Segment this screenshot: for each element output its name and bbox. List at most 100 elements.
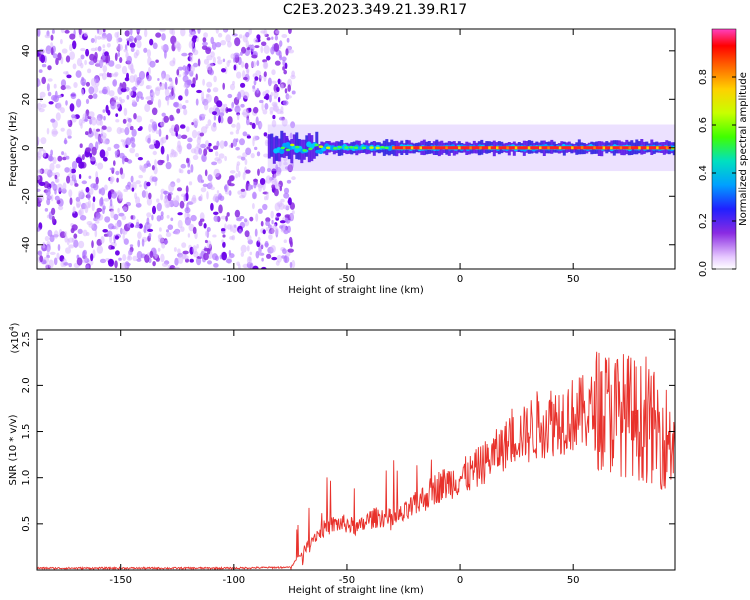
heatmap-cell (215, 42, 222, 48)
heatmap-cell (164, 87, 170, 97)
heatmap-cell (80, 122, 83, 129)
heatmap-cell (120, 139, 125, 143)
heatmap-cell (252, 88, 256, 93)
heatmap-cell (87, 68, 92, 74)
heatmap-cell (288, 236, 293, 245)
heatmap-cell (86, 221, 93, 226)
heatmap-cell (174, 257, 179, 266)
heatmap-cell (48, 259, 54, 269)
heatmap-cell (53, 95, 59, 103)
y-tick-label: -40 (21, 237, 32, 253)
heatmap-cell (82, 229, 88, 237)
heatmap-cell (204, 169, 208, 177)
heatmap-cell (51, 182, 54, 189)
heatmap-cell (55, 164, 61, 169)
heatmap-cell (114, 32, 118, 38)
heatmap-cell (67, 119, 71, 125)
x-tick-label: 0 (457, 274, 463, 285)
heatmap-cell (47, 155, 54, 162)
heatmap-cell (273, 188, 279, 197)
heatmap-cell (106, 33, 113, 42)
heatmap-cell (266, 253, 272, 259)
heatmap-cell (284, 214, 291, 219)
heatmap-cell (75, 200, 82, 208)
heatmap-cell (151, 107, 158, 116)
signal-peak-cell (349, 146, 354, 149)
heatmap-cell (148, 144, 156, 150)
heatmap-cell (186, 157, 190, 164)
heatmap-cell (221, 228, 226, 232)
heatmap-cell (148, 192, 152, 200)
heatmap-cell (138, 70, 146, 80)
heatmap-cell (130, 215, 134, 220)
heatmap-cell (212, 234, 217, 238)
heatmap-cell (289, 261, 293, 269)
heatmap-cell (175, 195, 180, 203)
heatmap-cell (175, 131, 178, 137)
heatmap-cell (279, 220, 286, 224)
heatmap-cell (72, 63, 77, 70)
y-tick-label: -20 (21, 188, 32, 204)
heatmap-cell (114, 222, 119, 230)
heatmap-cell (40, 137, 47, 145)
heatmap-cell (103, 115, 106, 121)
heatmap-cell (146, 160, 151, 167)
heatmap-cell (204, 230, 210, 237)
heatmap-cell (107, 190, 112, 200)
signal-peak-cell (280, 146, 285, 150)
heatmap-cell (223, 103, 228, 108)
heatmap-cell (85, 131, 89, 136)
heatmap-cell (235, 173, 239, 179)
heatmap-cell (69, 33, 76, 40)
heatmap-cell (110, 209, 115, 219)
heatmap-cell (61, 48, 68, 54)
heatmap-cell (200, 126, 208, 134)
heatmap-cell (118, 257, 122, 261)
heatmap-cell (192, 49, 199, 56)
heatmap-cell (265, 217, 271, 223)
heatmap-cell (273, 90, 279, 98)
heatmap-cell (221, 68, 226, 73)
heatmap-cell (37, 29, 41, 37)
heatmap-cell (229, 83, 236, 91)
heatmap-cell (136, 29, 141, 32)
heatmap-cell (63, 152, 67, 158)
heatmap-cell (160, 145, 165, 155)
heatmap-cell (90, 253, 94, 262)
heatmap-cell (80, 189, 84, 196)
heatmap-cell (183, 194, 187, 202)
heatmap-cell (270, 245, 276, 253)
heatmap-cell (249, 251, 253, 256)
heatmap-cell (81, 88, 85, 96)
heatmap-cell (116, 36, 120, 44)
signal-max-cell (479, 146, 482, 150)
heatmap-cell (162, 44, 169, 53)
heatmap-cell (205, 140, 209, 147)
heatmap-cell (104, 216, 111, 223)
heatmap-cell (135, 35, 142, 41)
heatmap-cell (78, 209, 82, 216)
heatmap-cell (218, 204, 223, 214)
heatmap-cell (90, 38, 95, 43)
heatmap-cell (180, 163, 187, 169)
heatmap-cell (260, 45, 264, 54)
heatmap-cell (212, 56, 216, 65)
heatmap-cell (103, 198, 110, 202)
heatmap-cell (110, 101, 116, 110)
heatmap-cell (129, 147, 136, 154)
heatmap-cell (135, 152, 139, 158)
heatmap-cell (266, 37, 271, 41)
heatmap-cell (225, 191, 231, 195)
heatmap-cell (257, 37, 261, 42)
heatmap-cell (213, 114, 217, 121)
colorbar-ticks: 0.0 0.2 0.4 0.6 0.8 (698, 69, 736, 277)
heatmap-cell (65, 100, 68, 106)
heatmap-cell (91, 240, 94, 249)
heatmap-cell (132, 86, 137, 92)
heatmap-cell (69, 51, 75, 60)
heatmap-cell (265, 89, 270, 94)
heatmap-cell (198, 220, 203, 227)
heatmap-cell (80, 78, 87, 86)
heatmap-cell (90, 183, 97, 189)
heatmap-cell (122, 232, 125, 241)
